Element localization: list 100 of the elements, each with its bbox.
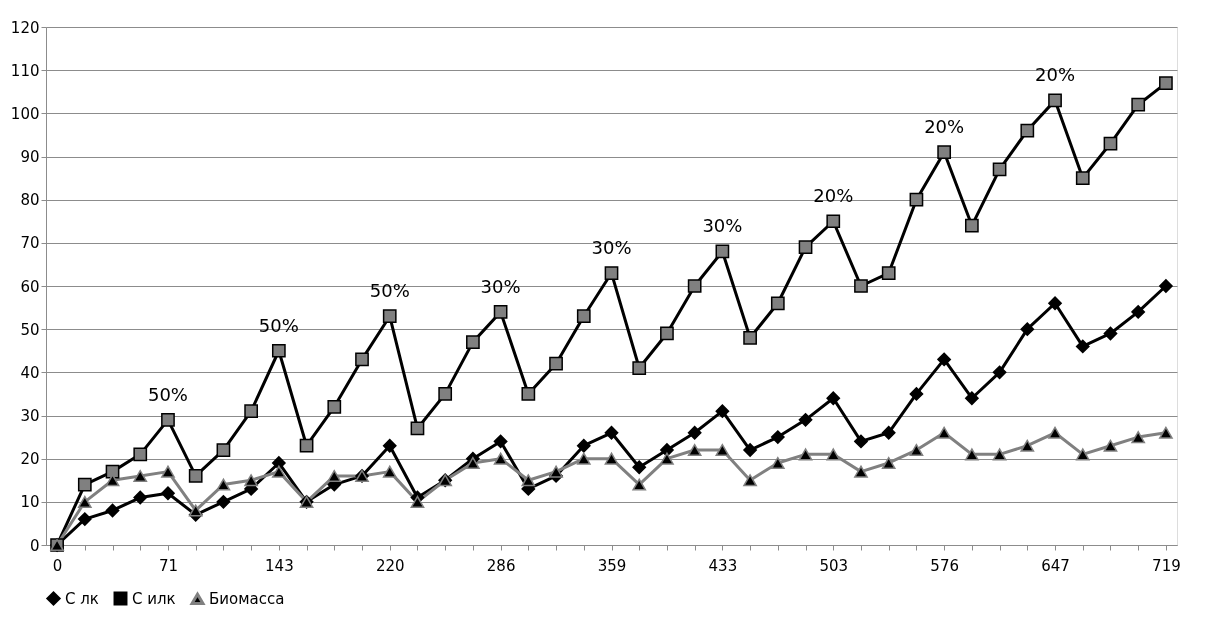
- y-tick-label: 120: [10, 18, 40, 37]
- point: [1103, 136, 1118, 151]
- annotation: 50%: [147, 383, 188, 405]
- point: [743, 474, 757, 487]
- point: [382, 438, 397, 453]
- point: [909, 443, 924, 457]
- point: [964, 218, 979, 233]
- point: [216, 494, 231, 509]
- point: [1159, 76, 1173, 90]
- point: [1159, 279, 1173, 293]
- point: [798, 240, 813, 255]
- y-tick-label: 30: [20, 407, 40, 425]
- point: [493, 452, 508, 465]
- annotation: 20%: [813, 185, 854, 207]
- point: [770, 456, 785, 470]
- point: [798, 412, 813, 427]
- point: [743, 443, 757, 457]
- point: [244, 474, 259, 487]
- point: [881, 456, 896, 470]
- point: [687, 279, 702, 293]
- point: [188, 469, 203, 483]
- point: [992, 448, 1007, 461]
- point: [161, 465, 175, 478]
- point: [299, 438, 314, 453]
- point: [798, 448, 813, 461]
- point: [493, 305, 508, 319]
- annotation: 20%: [1035, 64, 1076, 86]
- point: [937, 426, 952, 439]
- point: [1020, 439, 1035, 452]
- point: [466, 335, 480, 349]
- point: [687, 425, 702, 440]
- point: [77, 512, 92, 526]
- point: [1103, 439, 1118, 452]
- point: [937, 352, 952, 367]
- y-tick-label: 70: [20, 234, 40, 253]
- x-tick-label: 220: [375, 556, 405, 575]
- point: [937, 145, 952, 160]
- point: [549, 356, 563, 371]
- point: [992, 365, 1007, 380]
- point: [1020, 322, 1035, 337]
- point: [826, 214, 841, 229]
- point: [881, 425, 896, 440]
- point: [854, 434, 868, 449]
- point: [216, 443, 231, 457]
- point: [687, 443, 702, 457]
- point: [77, 495, 92, 508]
- point: [715, 404, 730, 419]
- x-tick-label: 719: [1152, 556, 1181, 575]
- point: [715, 244, 730, 259]
- point: [576, 309, 591, 324]
- y-tick-label: 110: [10, 61, 40, 80]
- point: [881, 266, 896, 280]
- point: [1159, 426, 1173, 439]
- annotation: 20%: [924, 116, 965, 138]
- point: [909, 192, 924, 207]
- point: [964, 391, 979, 406]
- point: [770, 430, 785, 444]
- point: [382, 465, 397, 478]
- point: [188, 504, 203, 517]
- point: [992, 162, 1007, 177]
- y-tick-label: 20: [20, 450, 40, 469]
- x-tick-label: 503: [819, 556, 849, 575]
- point: [105, 503, 120, 518]
- point: [632, 460, 647, 475]
- point: [1131, 97, 1146, 112]
- point: [327, 399, 342, 414]
- point: [133, 490, 148, 505]
- point: [1048, 93, 1062, 108]
- legend-label: С лк: [65, 589, 99, 608]
- x-tick-label: 576: [930, 556, 959, 575]
- point: [1048, 426, 1062, 439]
- point: [743, 330, 757, 345]
- point: [438, 387, 453, 401]
- x-tick-label: 0: [52, 556, 63, 575]
- legend-label: Биомасса: [209, 589, 285, 608]
- point: [604, 452, 619, 465]
- annotation: 50%: [369, 280, 410, 302]
- point: [660, 443, 674, 457]
- point: [854, 279, 868, 293]
- point: [549, 465, 563, 478]
- y-tick-label: 10: [20, 493, 40, 512]
- point: [826, 391, 841, 406]
- point: [1048, 296, 1062, 311]
- point: [355, 352, 369, 367]
- point: [826, 448, 841, 461]
- point: [632, 478, 647, 491]
- point: [161, 486, 175, 501]
- point: [521, 474, 536, 487]
- point: [576, 438, 591, 453]
- point: [271, 465, 286, 478]
- point: [715, 443, 730, 457]
- point: [105, 474, 120, 487]
- x-tick-label: 359: [597, 556, 627, 575]
- y-tick-label: 40: [20, 363, 40, 382]
- point: [1075, 339, 1090, 354]
- y-tick-label: 60: [20, 277, 40, 296]
- point: [576, 452, 591, 465]
- point: [244, 404, 259, 419]
- point: [161, 412, 175, 427]
- point: [1103, 326, 1118, 341]
